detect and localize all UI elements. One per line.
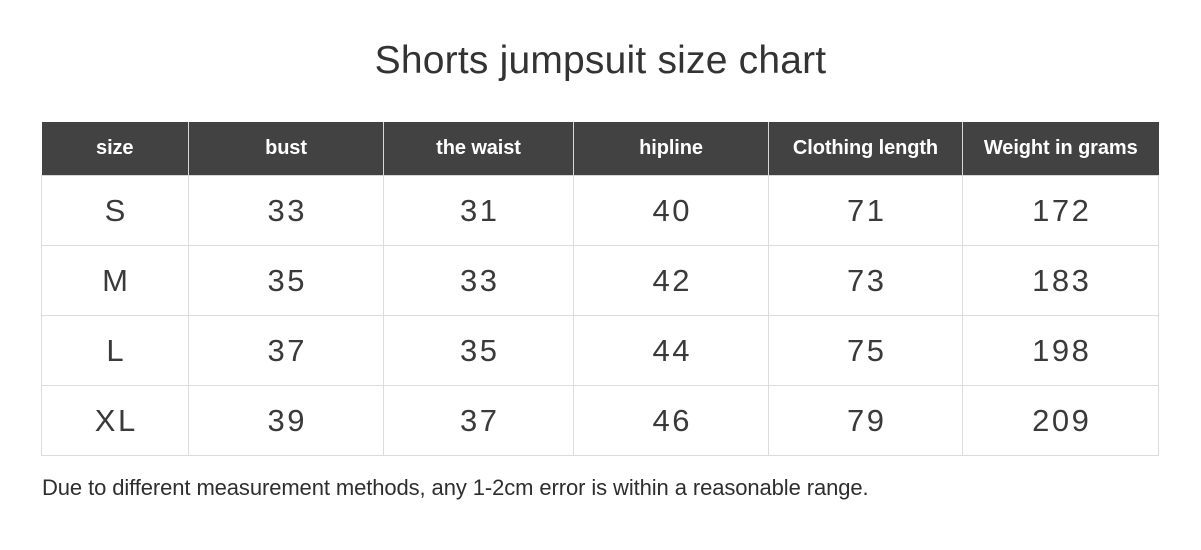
cell-the-waist: 33 — [383, 245, 574, 316]
cell-the-waist: 35 — [383, 315, 574, 386]
column-header-clothing-length: Clothing length — [768, 122, 963, 176]
cell-clothing-length: 75 — [768, 315, 963, 386]
column-header-hipline: hipline — [573, 122, 769, 176]
table-row: L 37 35 44 75 198 — [41, 315, 1159, 386]
cell-hipline: 42 — [573, 245, 769, 316]
cell-clothing-length: 79 — [768, 385, 963, 456]
measurement-disclaimer: Due to different measurement methods, an… — [42, 475, 869, 500]
cell-weight-in-grams: 198 — [962, 315, 1159, 386]
cell-the-waist: 31 — [383, 175, 574, 246]
cell-bust: 35 — [188, 245, 384, 316]
cell-size: L — [41, 315, 189, 386]
cell-hipline: 46 — [573, 385, 769, 456]
cell-weight-in-grams: 183 — [962, 245, 1159, 316]
table-body: S 33 31 40 71 172 M 35 33 42 73 183 L 37… — [41, 175, 1159, 456]
cell-hipline: 40 — [573, 175, 769, 246]
table-row: S 33 31 40 71 172 — [41, 175, 1159, 246]
column-header-size: size — [41, 122, 189, 176]
cell-weight-in-grams: 209 — [962, 385, 1159, 456]
column-header-weight-in-grams: Weight in grams — [962, 122, 1159, 176]
column-header-bust: bust — [188, 122, 384, 176]
cell-the-waist: 37 — [383, 385, 574, 456]
cell-bust: 37 — [188, 315, 384, 386]
cell-clothing-length: 71 — [768, 175, 963, 246]
column-header-the-waist: the waist — [383, 122, 574, 176]
cell-hipline: 44 — [573, 315, 769, 386]
page-title: Shorts jumpsuit size chart — [374, 39, 827, 82]
cell-weight-in-grams: 172 — [962, 175, 1159, 246]
size-chart-table: size bust the waist hipline Clothing len… — [41, 122, 1159, 456]
table-header-row: size bust the waist hipline Clothing len… — [41, 122, 1159, 176]
table-row: XL 39 37 46 79 209 — [41, 385, 1159, 456]
table-row: M 35 33 42 73 183 — [41, 245, 1159, 316]
cell-bust: 39 — [188, 385, 384, 456]
table-header: size bust the waist hipline Clothing len… — [41, 122, 1159, 176]
cell-bust: 33 — [188, 175, 384, 246]
cell-clothing-length: 73 — [768, 245, 963, 316]
cell-size: XL — [41, 385, 189, 456]
cell-size: M — [41, 245, 189, 316]
cell-size: S — [41, 175, 189, 246]
